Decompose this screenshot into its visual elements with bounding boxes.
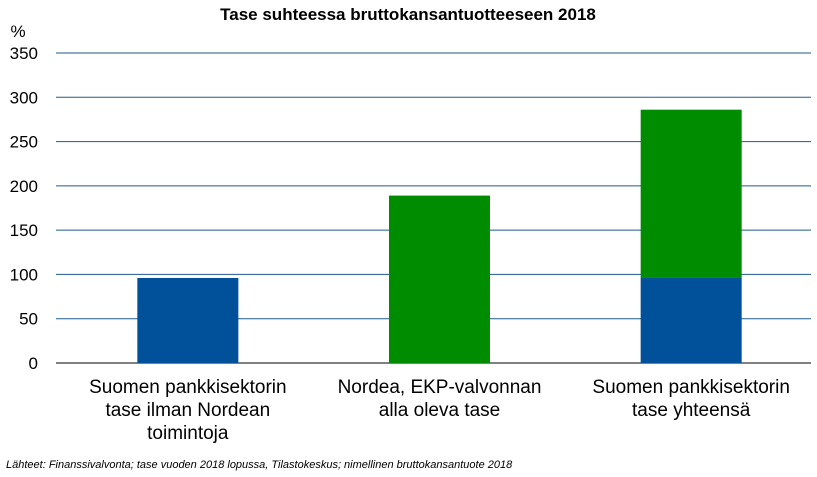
source-note: Lähteet: Finanssivalvonta; tase vuoden 2… (6, 459, 513, 471)
y-tick-label: 0 (29, 354, 38, 373)
bar-segment (640, 277, 742, 363)
y-tick-label: 200 (10, 177, 38, 196)
x-category-label: toimintoja (147, 423, 229, 444)
x-category-label: alla oleva tase (379, 400, 500, 421)
y-tick-label: 300 (10, 88, 38, 107)
y-tick-label: 350 (10, 44, 38, 63)
x-category-label: tase ilman Nordean (105, 400, 270, 421)
x-category-label: Nordea, EKP-valvonnan (338, 377, 542, 398)
x-category-label: Suomen pankkisektorin (89, 377, 287, 398)
y-tick-label: 150 (10, 221, 38, 240)
bars (137, 109, 742, 363)
y-axis-unit: % (10, 22, 25, 41)
bar-segment (137, 277, 239, 363)
chart-title: Tase suhteessa bruttokansantuotteeseen 2… (220, 5, 596, 24)
x-category-label: tase yhteensä (632, 400, 751, 421)
y-axis-ticks: 0 50 100 150 200 250 300 350 (10, 44, 38, 373)
y-tick-label: 250 (10, 133, 38, 152)
bar-segment (389, 195, 490, 363)
y-tick-label: 50 (19, 310, 38, 329)
bar-segment (640, 109, 742, 278)
y-tick-label: 100 (10, 265, 38, 284)
x-category-label: Suomen pankkisektorin (592, 377, 790, 398)
